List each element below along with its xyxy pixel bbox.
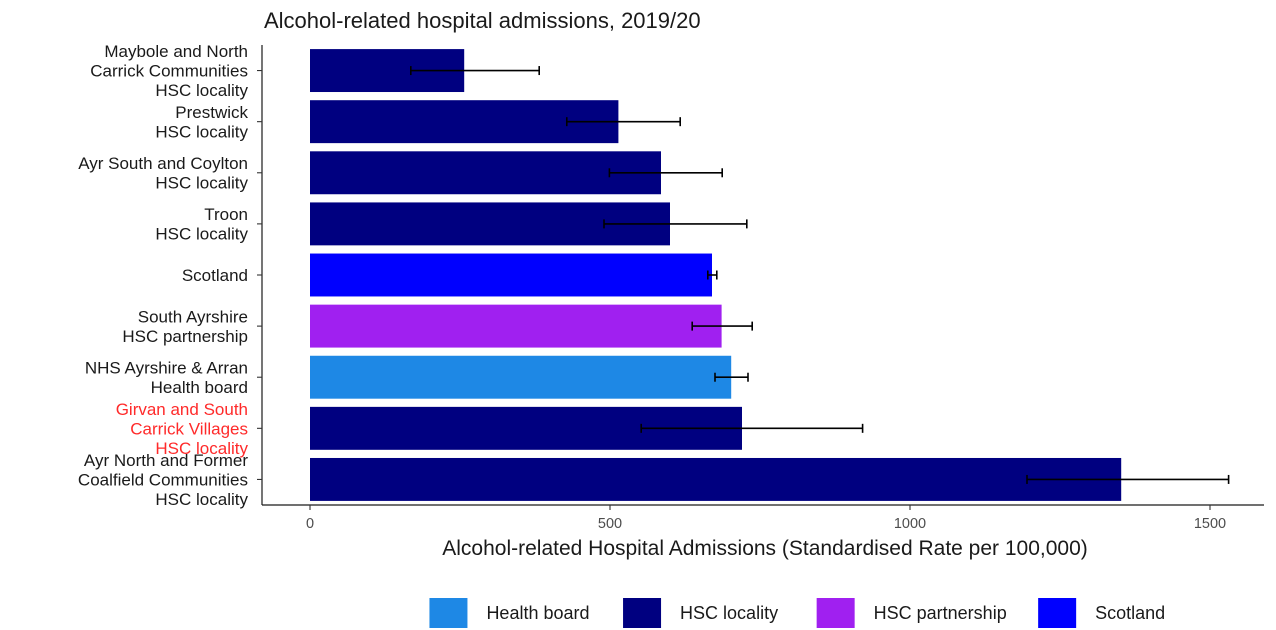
legend-swatch-3 (1038, 598, 1077, 628)
category-label-line: HSC locality (155, 81, 248, 100)
legend-label-2: HSC partnership (874, 603, 1007, 623)
category-label-line: HSC locality (155, 490, 248, 509)
category-label-line: Scotland (182, 266, 248, 285)
category-label-line: Prestwick (175, 103, 248, 122)
category-label-line: HSC locality (155, 439, 248, 458)
category-label-line: NHS Ayrshire & Arran (85, 358, 248, 377)
category-label-2: Ayr South and Coylton HSC locality (78, 154, 248, 193)
x-tick-label-1: 500 (598, 516, 622, 532)
category-label-line: Carrick Communities (90, 62, 248, 81)
y-axis-ticks: Maybole and North Carrick Communities HSC … (78, 42, 262, 509)
category-label-line: Carrick Villages (130, 419, 248, 438)
category-label-line: HSC locality (155, 174, 248, 193)
category-label-line: Girvan and South (116, 400, 248, 419)
legend: Health board HSC locality HSC partnership S… (429, 598, 1165, 628)
category-label-line: Maybole and North (104, 42, 248, 61)
category-label-7: Girvan and South Carrick Villages HSC loca… (116, 400, 249, 458)
legend-swatch-0 (429, 598, 468, 628)
category-label-line: HSC locality (155, 122, 248, 141)
bar-2 (310, 151, 661, 195)
category-label-6: NHS Ayrshire & Arran Health board (85, 358, 248, 397)
legend-label-0: Health board (486, 603, 589, 623)
category-label-5: South Ayrshire HSC partnership (122, 307, 248, 346)
category-label-8: Ayr North and Former Coalfield Communitie… (78, 451, 249, 509)
error-bars-group (409, 66, 1230, 484)
bar-4 (310, 253, 712, 297)
category-label-3: Troon HSC locality (155, 205, 248, 244)
bar-5 (310, 304, 722, 348)
legend-swatch-1 (623, 598, 662, 628)
chart-title: Alcohol-related hospital admissions, 201… (264, 8, 701, 33)
category-label-line: Troon (204, 205, 248, 224)
category-label-line: Coalfield Communities (78, 470, 248, 489)
bar-8 (310, 457, 1122, 501)
category-label-line: Health board (151, 378, 248, 397)
x-tick-label-2: 1000 (894, 516, 926, 532)
x-axis-ticks: 0 500 1000 1500 (306, 505, 1226, 532)
category-label-line: Ayr South and Coylton (78, 154, 248, 173)
legend-swatch-2 (816, 598, 855, 628)
legend-label-1: HSC locality (680, 603, 778, 623)
x-axis-title: Alcohol-related Hospital Admissions (Sta… (442, 537, 1088, 560)
category-label-4: Scotland (182, 266, 248, 285)
category-label-0: Maybole and North Carrick Communities HSC … (90, 42, 248, 100)
category-label-line: HSC partnership (122, 327, 248, 346)
bars-group (310, 49, 1122, 501)
category-label-line: Ayr North and Former (84, 451, 248, 470)
bar-6 (310, 355, 732, 399)
category-label-line: South Ayrshire (138, 307, 248, 326)
x-tick-label-3: 1500 (1194, 516, 1226, 532)
x-tick-label-0: 0 (306, 516, 314, 532)
category-label-line: HSC locality (155, 225, 248, 244)
category-label-1: Prestwick HSC locality (155, 103, 248, 142)
legend-label-3: Scotland (1095, 603, 1165, 623)
